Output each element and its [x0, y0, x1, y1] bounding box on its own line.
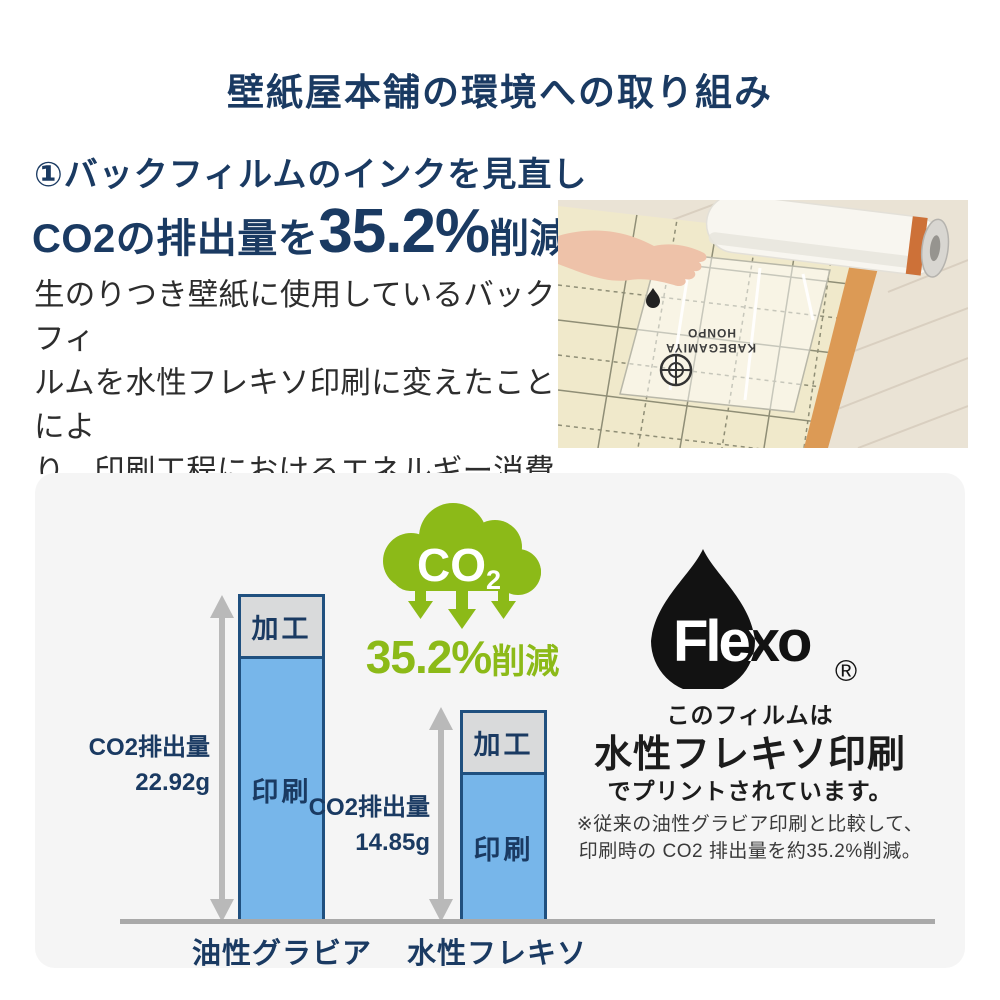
segment-label: 印刷	[473, 834, 534, 865]
category-label-oil-gravure: 油性グラビア	[191, 938, 372, 970]
right-measure-arrow	[429, 707, 453, 922]
bar-segment-processing: 加工	[241, 597, 322, 659]
bar-segment-processing: 加工	[463, 713, 544, 775]
bar-segment-printing: 印刷	[241, 659, 322, 919]
value-label-water-flexo: CO2排出量 14.85g	[273, 791, 430, 861]
wallpaper-backfilm-photo: KABEGAMIYA HONPO	[558, 200, 968, 448]
value-label-amount: 14.85g	[355, 828, 430, 856]
value-label-title: CO2排出量	[88, 734, 210, 761]
value-label-title: CO2排出量	[308, 794, 430, 821]
intro-paragraph-line: 生のりつき壁紙に使用しているバックフィ	[34, 278, 556, 356]
photo-wallpaper-roll	[705, 200, 950, 278]
value-label-amount: 22.92g	[135, 768, 210, 796]
flexo-caption-line3: でプリントされています。	[607, 778, 893, 804]
reduction-percent: 35.2%	[365, 631, 492, 683]
photo-film-brand-text: KABEGAMIYA HONPO	[665, 326, 756, 355]
co2-headline-suffix: 削減	[489, 217, 571, 261]
co2-headline-percent: 35.2%	[318, 197, 490, 266]
flexo-footnote-line2: 印刷時の CO2 排出量を約35.2%削減。	[578, 841, 922, 862]
bar-segment-printing: 印刷	[463, 775, 544, 919]
photo-hand	[558, 230, 707, 287]
category-label-water-flexo: 水性フレキソ	[406, 938, 587, 970]
photo-sheet-orange-edge	[804, 240, 882, 448]
flexo-caption-line2: 水性フレキソ印刷	[593, 734, 906, 776]
value-label-oil-gravure: CO2排出量 22.92g	[53, 731, 210, 801]
flexo-caption-line1: このフィルムは	[666, 702, 834, 728]
film-brand-line1: KABEGAMIYA	[665, 341, 756, 355]
co2-headline-prefix: CO2の排出量を	[32, 217, 319, 261]
page-title: 壁紙屋本舗の環境への取り組み	[227, 72, 773, 113]
reduction-suffix: 削減	[491, 643, 560, 681]
bar-water-flexo: 加工 印刷	[460, 710, 547, 922]
reduction-percent-line: 35.2% 削減	[310, 630, 615, 684]
registered-mark: ®	[835, 655, 857, 688]
co2-cloud-icon: CO2	[383, 503, 541, 629]
bar-oil-gravure: 加工 印刷	[238, 594, 325, 922]
photo-film-creases	[668, 259, 815, 401]
film-flexo-mark	[646, 288, 660, 308]
segment-label: 加工	[473, 730, 534, 760]
segment-label: 印刷	[251, 776, 312, 807]
segment-label: 加工	[251, 614, 312, 644]
flexo-footnote-line1: ※従来の油性グラビア印刷と比較して、	[576, 814, 924, 835]
film-brand-line2: HONPO	[687, 326, 736, 340]
co2-reduction-headline: CO2の排出量を 35.2% 削減	[32, 196, 570, 267]
flexo-logo: Flexo Flexo ®	[651, 549, 857, 689]
film-logo-mark	[659, 353, 693, 387]
flexo-droplet-icon	[651, 549, 755, 689]
cloud-co2-text: CO2	[417, 539, 501, 595]
chart-baseline-axis	[120, 919, 935, 924]
intro-paragraph-line: ルムを水性フレキソ印刷に変えたことによ	[34, 366, 556, 444]
left-measure-arrow	[210, 595, 234, 922]
comparison-panel: 加工 印刷 CO2排出量 22.92g 加工 印刷	[35, 473, 965, 970]
section-heading: ①バックフィルムのインクを見直し	[34, 156, 588, 194]
flexo-logo-text-white: Flexo	[673, 609, 811, 674]
